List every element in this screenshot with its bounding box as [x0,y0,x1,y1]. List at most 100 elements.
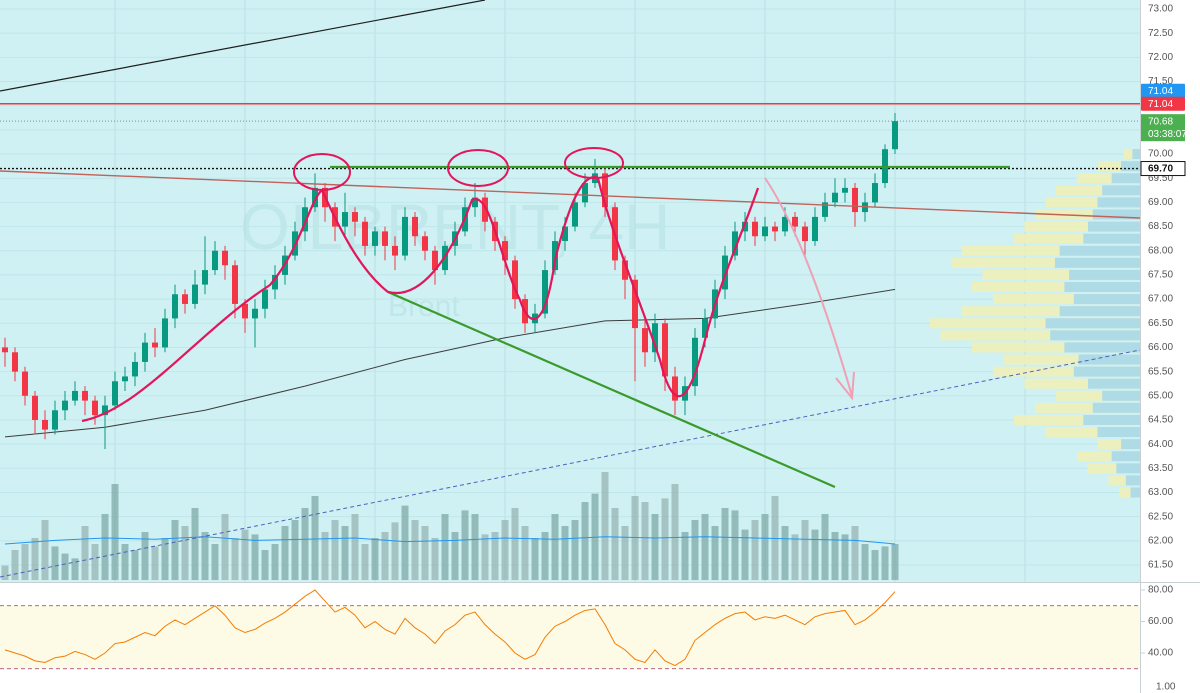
volume-profile-bar-inner [1054,257,1140,268]
candle-body [742,221,748,232]
candle-body [212,250,218,271]
volume-profile-bar [1108,475,1140,486]
volume-profile-bar [951,257,1140,268]
volume-bar [101,514,109,580]
candle-body [72,390,78,401]
volume-bar [251,534,259,580]
candle-body [782,216,788,232]
candle-body [822,202,828,217]
y-tick-label: 63.00 [1148,487,1173,498]
volume-bar [521,526,529,580]
volume-profile-bar-inner [1088,378,1140,389]
volume-bar [141,532,149,580]
volume-profile-bar-inner [1069,269,1140,280]
alert-label-bg [1141,83,1185,98]
volume-bar [21,544,29,580]
volume-bar [441,514,449,580]
volume-bar [461,510,469,580]
trend-line [387,290,836,489]
top-circle [447,149,509,187]
volume-profile-bar [1087,463,1140,474]
volume-bar [291,520,299,580]
candle-body [832,192,838,203]
price-pane [0,0,1140,582]
volume-bar [691,520,699,580]
candle-body [12,352,18,372]
volume-profile-bar-inner [1097,197,1140,208]
volume-bar [731,510,739,580]
volume-bar [611,508,619,580]
volume-profile-bar-inner [1088,221,1140,232]
candle-body [2,347,8,353]
y-tick-label: 64.50 [1148,415,1173,426]
candle-body [362,221,368,246]
volume-bar [741,529,749,580]
y-tick-label: 61.50 [1148,560,1173,571]
candle-body [582,183,588,203]
rsi-tick-label: 40.00 [1148,648,1173,659]
volume-profile-bar-inner [1121,439,1140,450]
y-tick-label: 67.00 [1148,294,1173,305]
volume-bar [111,484,119,580]
volume-ma-line [4,536,896,545]
candle-body [622,260,628,280]
candle-body [732,231,738,256]
candle-body [842,187,848,193]
candle-body [102,405,108,416]
volume-profile-bar [1035,209,1140,220]
volume-profile-bar [1014,233,1140,244]
candle-body [572,202,578,227]
volume-bar [851,526,859,580]
volume-profile-bar [1119,487,1140,498]
volume-bar [751,520,759,580]
y-tick-label: 71.50 [1148,76,1173,87]
volume-bar [91,544,99,580]
candle-body [652,323,658,353]
volume-bar [861,544,869,580]
candle-body [402,216,408,256]
candle-body [262,289,268,309]
volume-bar [391,522,399,580]
volume-bar [411,520,419,580]
volume-profile-bar [930,318,1140,329]
volume-bar [191,508,199,580]
volume-profile-bar-inner [1092,402,1140,413]
volume-bar [801,520,809,580]
candle-body [372,231,378,246]
y-tick-label: 72.50 [1148,28,1173,39]
rsi-tick-label: 60.00 [1148,616,1173,627]
volume-profile-bar-inner [1050,330,1140,341]
last-price-bg [1141,114,1185,142]
volume-profile-bar-inner [1121,161,1140,172]
volume-bar [401,505,409,580]
volume-bar [621,526,629,580]
volume-profile-bar-inner [1073,366,1140,377]
volume-bar [1,565,9,580]
countdown-label: 03:38:07 [1148,129,1187,140]
candle-body [42,419,48,430]
volume-bar [581,502,589,580]
volume-bar [531,538,539,580]
volume-profile-bar [972,342,1140,353]
candle-body [392,245,398,256]
volume-profile-bar-inner [1064,342,1140,353]
pattern-sketch [81,176,760,423]
top-circle [293,153,351,191]
volume-bar [881,546,889,580]
volume-profile-bar-inner [1092,209,1140,220]
volume-bar [321,532,329,580]
candle-body [132,361,138,377]
candle-body [52,410,58,430]
arrow [764,177,855,401]
volume-profile-bar [1056,390,1140,401]
volume-profile-bar-inner [1059,245,1140,256]
y-tick-label: 65.00 [1148,390,1173,401]
candle-body [412,216,418,237]
trend-line [0,349,1140,578]
volume-profile-bar-inner [1059,306,1140,317]
volume-bar [721,508,729,580]
volume-profile-bar [1003,354,1140,365]
y-tick-label: 62.00 [1148,535,1173,546]
candle-body [792,216,798,227]
candle-body [62,400,68,411]
